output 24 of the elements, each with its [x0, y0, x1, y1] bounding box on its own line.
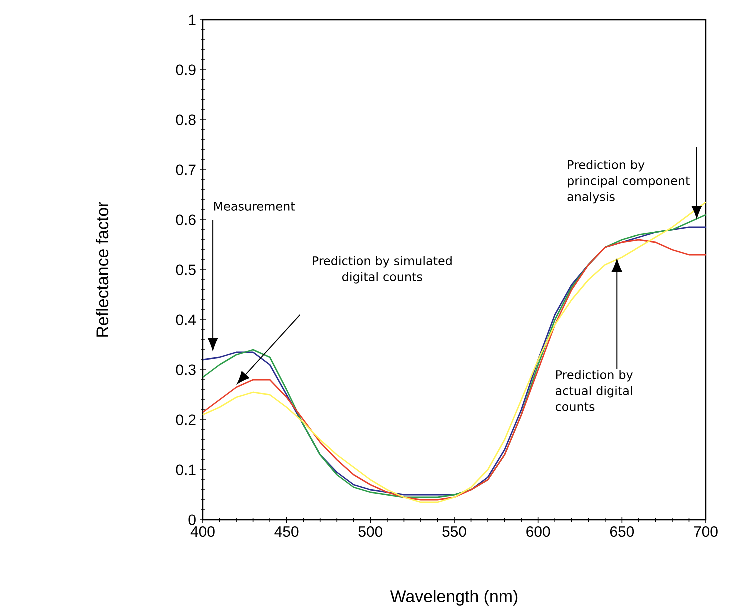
- x-tick-label: 500: [358, 526, 383, 538]
- x-tick-label: 700: [694, 526, 718, 538]
- annotation: Prediction by simulated digital counts: [313, 256, 452, 284]
- y-tick-label: 0.1: [176, 464, 196, 476]
- y-tick-label: 0.9: [176, 64, 196, 76]
- annotation: Prediction by principal component analysis: [568, 160, 690, 204]
- annotation: Measurement: [214, 202, 296, 211]
- x-tick-label: 600: [526, 526, 550, 538]
- y-tick-label: 1: [189, 14, 196, 26]
- x-tick-label: 450: [274, 526, 299, 538]
- y-tick-label: 0.8: [176, 114, 196, 126]
- y-axis-title: Reflectance factor: [96, 202, 109, 337]
- y-tick-label: 0.2: [176, 414, 196, 426]
- x-axis-title: Wavelength (nm): [390, 590, 518, 606]
- y-tick-label: 0.7: [176, 164, 196, 176]
- x-tick-label: 550: [442, 526, 466, 538]
- x-tick-label: 650: [610, 526, 634, 538]
- y-tick-label: 0.5: [176, 264, 196, 276]
- x-tick-label: 400: [190, 526, 215, 538]
- y-tick-label: 0: [188, 514, 196, 526]
- y-tick-label: 0.6: [176, 214, 196, 226]
- annotation: Prediction by actual digital counts: [556, 370, 633, 412]
- y-tick-label: 0.4: [176, 314, 196, 326]
- y-tick-label: 0.3: [176, 364, 196, 376]
